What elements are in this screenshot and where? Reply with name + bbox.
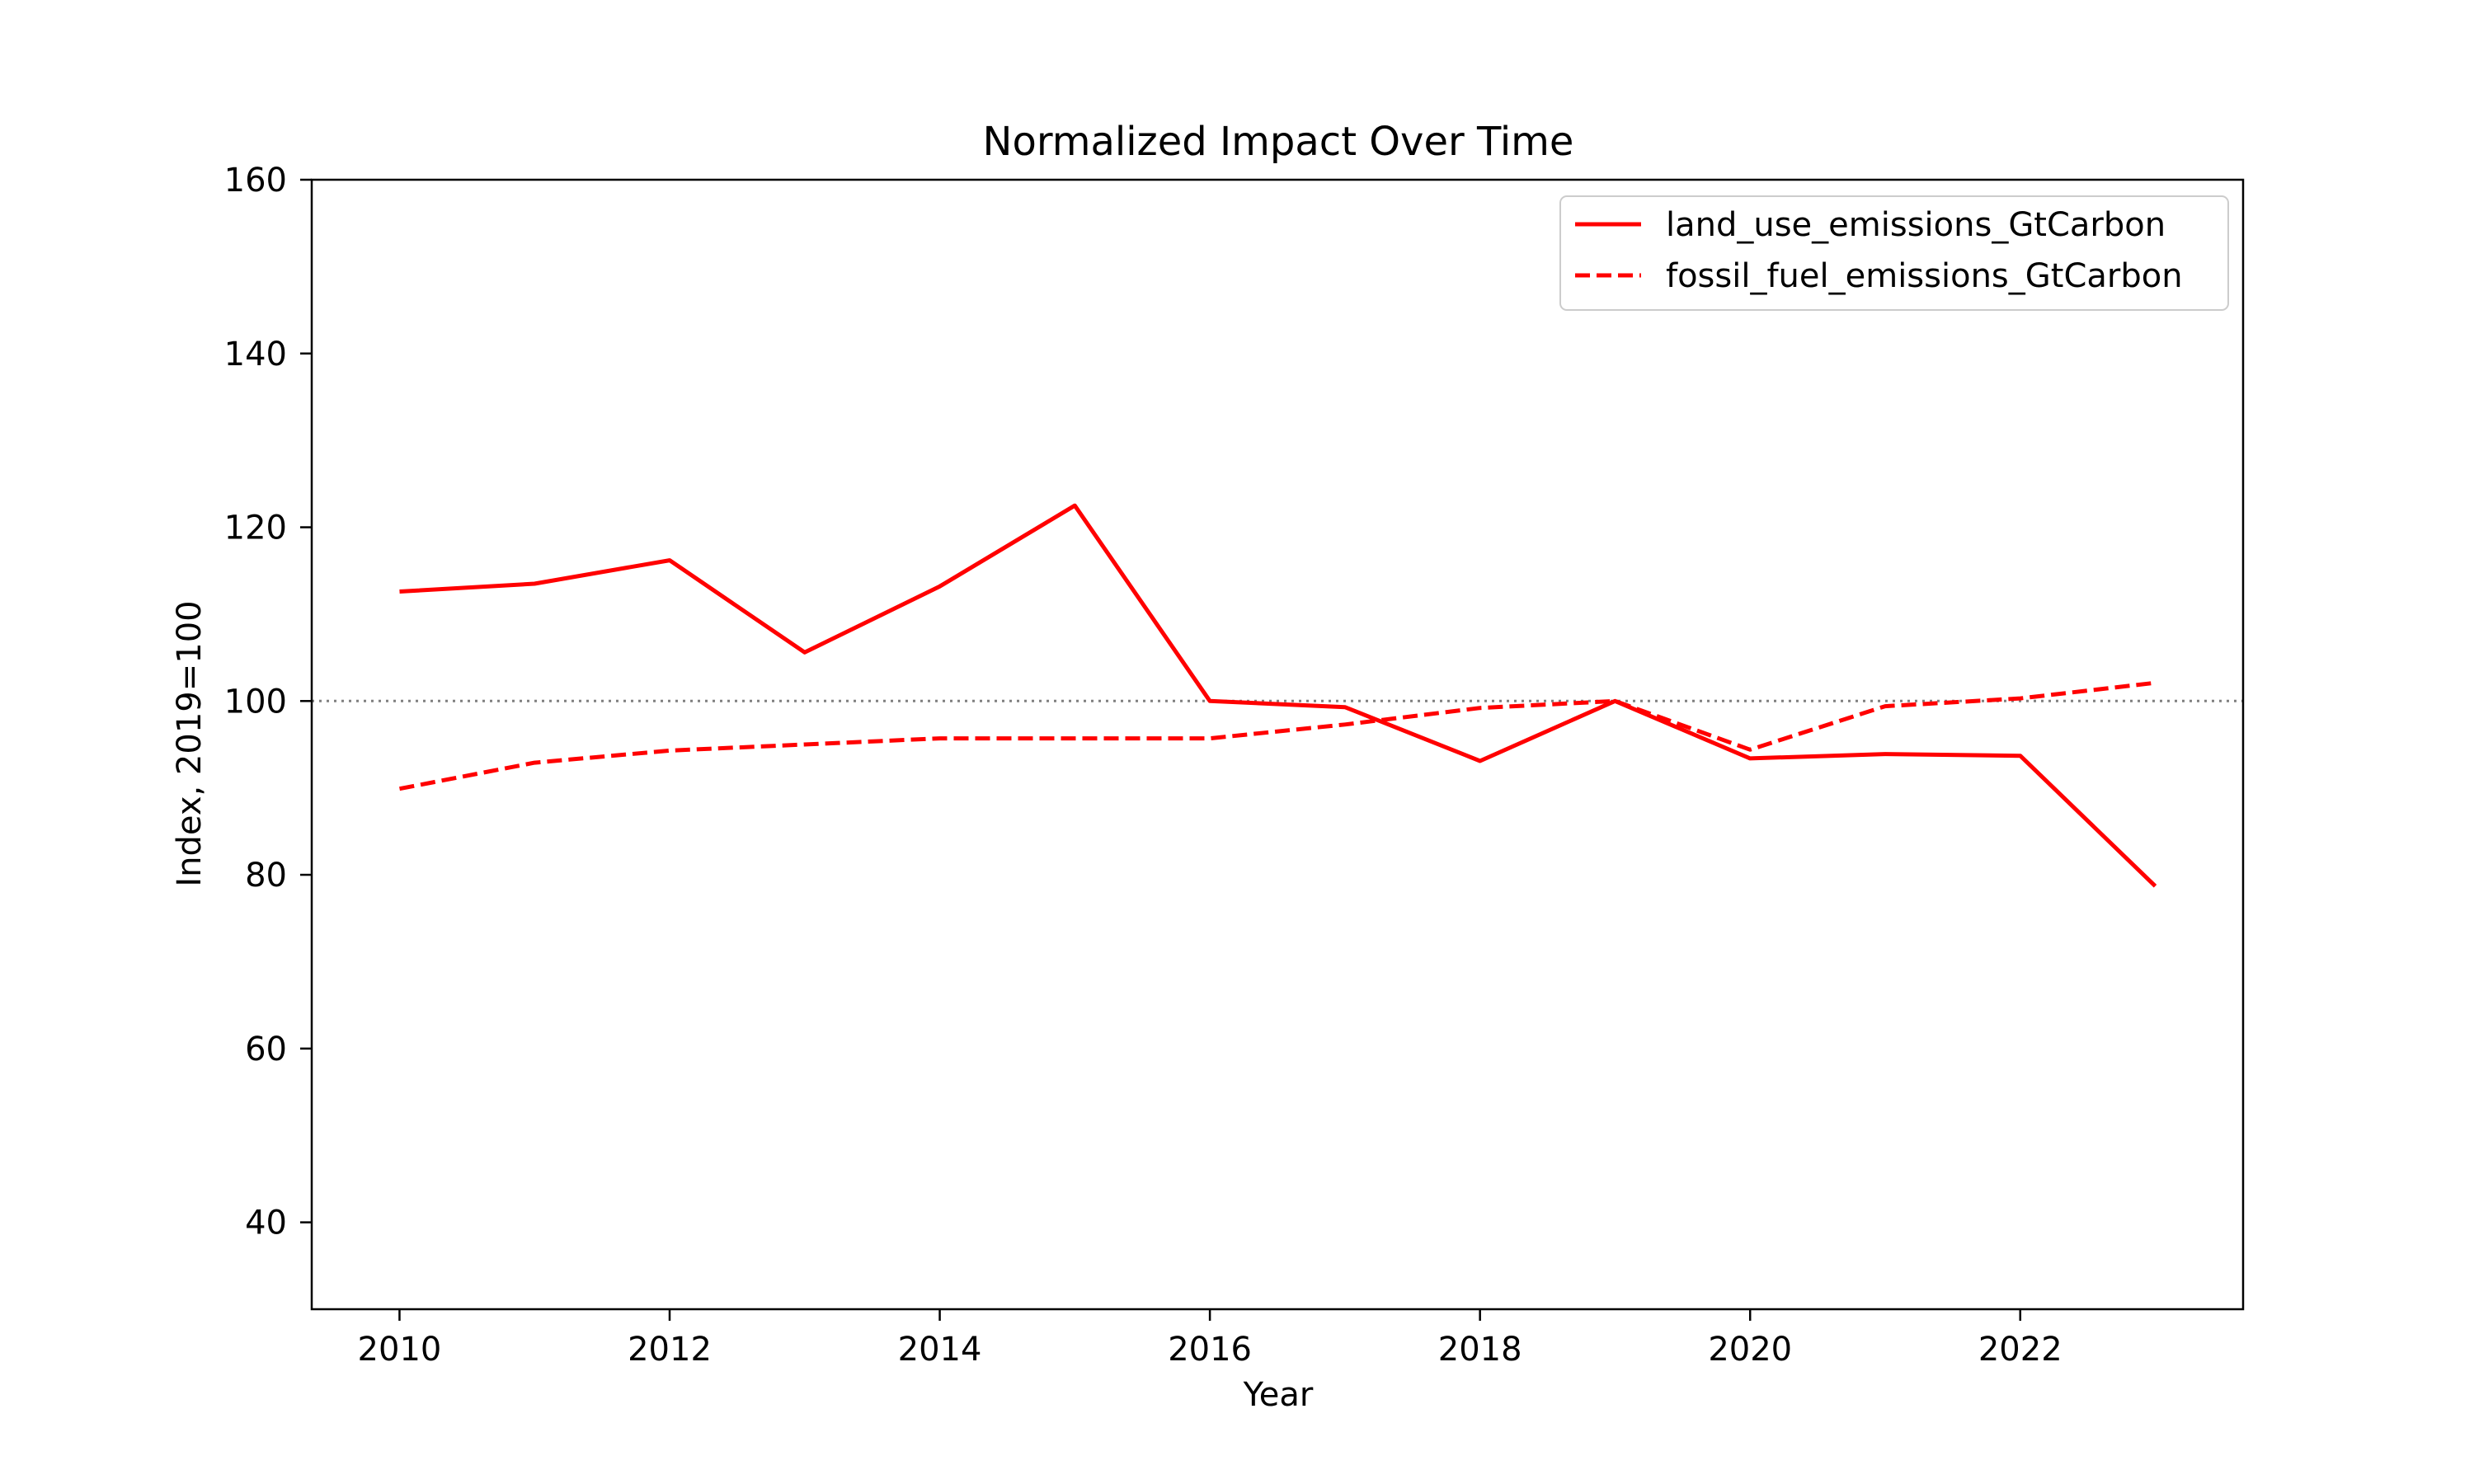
chart-title: Normalized Impact Over Time bbox=[983, 119, 1574, 165]
y-tick-label: 60 bbox=[245, 1031, 287, 1068]
x-axis-label: Year bbox=[1243, 1376, 1314, 1414]
x-tick-label: 2016 bbox=[1168, 1331, 1252, 1369]
x-tick-label: 2014 bbox=[898, 1331, 982, 1369]
legend-box bbox=[1559, 195, 2229, 311]
x-tick-label: 2012 bbox=[628, 1331, 712, 1369]
y-axis-label: Index, 2019=100 bbox=[171, 600, 209, 886]
plot-area: 2010 2012 2014 2016 2018 2020 2022 40 60 80 100 120… bbox=[224, 162, 2245, 1369]
x-tick-label: 2018 bbox=[1438, 1331, 1522, 1369]
legend: land_use_emissions_GtCarbon fossil_fuel_e… bbox=[1559, 195, 2229, 311]
y-tick-label: 100 bbox=[224, 683, 287, 721]
y-tick-label: 120 bbox=[224, 510, 287, 547]
series-line-2 bbox=[399, 680, 2156, 791]
x-tick-label: 2010 bbox=[358, 1331, 442, 1369]
legend-label-1: land_use_emissions_GtCarbon bbox=[1666, 206, 2166, 244]
axes-frame bbox=[310, 178, 2245, 1311]
y-tick-label: 40 bbox=[245, 1205, 287, 1242]
y-tick-label: 80 bbox=[245, 857, 287, 895]
x-tick-label: 2020 bbox=[1708, 1331, 1792, 1369]
legend-label-2: fossil_fuel_emissions_GtCarbon bbox=[1666, 257, 2183, 295]
series-line-1 bbox=[399, 503, 2157, 888]
x-tick-label: 2022 bbox=[1978, 1331, 2062, 1369]
y-tick-label: 160 bbox=[224, 162, 287, 200]
y-tick-label: 140 bbox=[224, 336, 287, 373]
